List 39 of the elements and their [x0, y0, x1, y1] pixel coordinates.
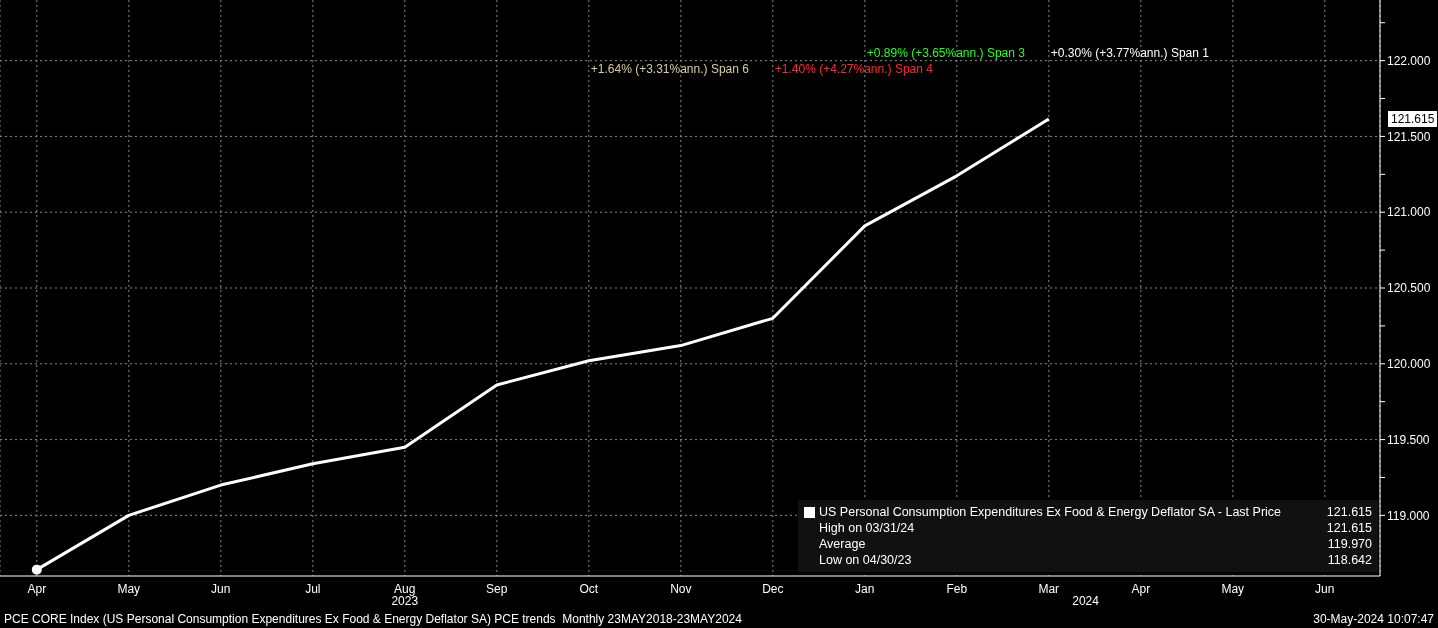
x-tick-label: Feb	[946, 581, 968, 596]
x-tick-label: Jul	[305, 581, 321, 596]
x-tick-label: Nov	[670, 581, 692, 596]
y-tick-label: 120.500	[1387, 281, 1431, 296]
y-tick-label: 121.000	[1387, 205, 1431, 220]
x-tick-label: Aug	[394, 581, 416, 596]
text: 30-May-2024 10:07:47	[1313, 612, 1434, 626]
annotation: 118.642	[1327, 552, 1372, 568]
annotation: +1.40% (+4.27%ann.) Span 4	[774, 61, 933, 76]
annotation: Low on 04/30/23	[819, 552, 912, 568]
x-tick-label: Mar	[1038, 581, 1060, 596]
x-tick-label: Jan	[855, 581, 875, 596]
legend-label: US Personal Consumption Expenditures Ex Food & Energy Deflator SA - Last Price	[818, 504, 1282, 520]
annotation: High on 03/31/24	[819, 520, 915, 536]
x-tick-label: Apr	[27, 581, 47, 596]
y-tick-label: 120.000	[1387, 357, 1431, 372]
y-tick-label: 122.000	[1387, 53, 1431, 68]
annotation: 119.970	[1327, 536, 1372, 552]
x-tick-label: Dec	[762, 581, 784, 596]
x-tick-label: Apr	[1131, 581, 1151, 596]
annotation: +0.30% (+3.77%ann.) Span 1	[1050, 45, 1209, 60]
annotation: 121.615	[1326, 520, 1372, 536]
annotation: +1.64% (+3.31%ann.) Span 6	[590, 61, 749, 76]
y-tick-label: 119.500	[1387, 432, 1430, 447]
y-tick-label: 121.500	[1387, 129, 1431, 144]
x-tick-label: May	[117, 581, 141, 596]
x-tick-label: Jun	[211, 581, 231, 596]
annotation: 121.615	[1326, 504, 1372, 520]
x-tick-label: Sep	[486, 581, 508, 596]
x-tick-label: Jun	[1315, 581, 1335, 596]
text: 2023	[390, 594, 420, 608]
y-tick-label: 119.000	[1387, 508, 1430, 523]
x-tick-label: Oct	[579, 581, 599, 596]
text: 2024	[1071, 594, 1100, 608]
x-tick-label: May	[1221, 581, 1245, 596]
annotation: +0.89% (+3.65%ann.) Span 3	[866, 45, 1025, 60]
text: PCE CORE Index (US Personal Consumption Expenditures Ex Food & Energy Deflator SA) PCE trends Monthly 23MAY2018-23MAY2024	[4, 612, 742, 626]
text: 121.615	[1388, 110, 1438, 127]
annotation: Average	[819, 536, 866, 552]
